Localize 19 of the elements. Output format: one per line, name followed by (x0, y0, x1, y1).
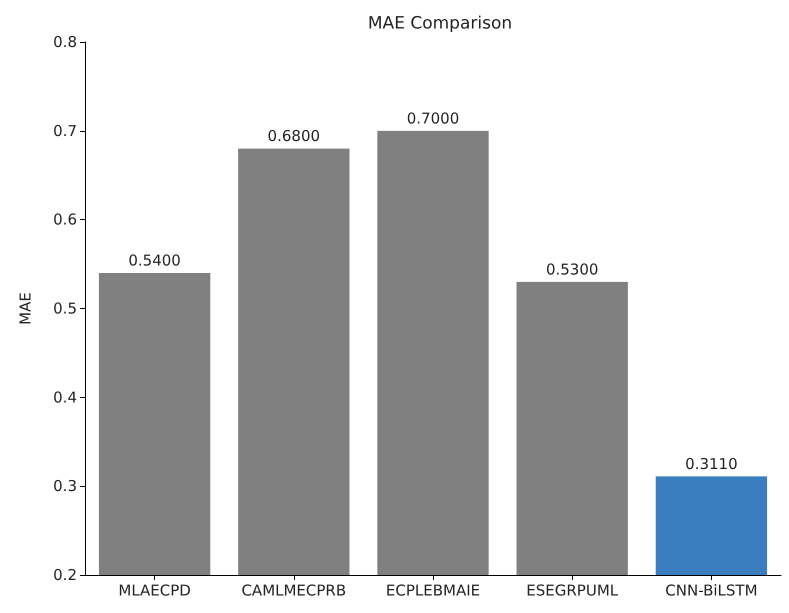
x-tick-label: MLAECPD (118, 582, 191, 600)
x-tick-label: CAMLMECPRB (241, 582, 346, 600)
x-tick-label: CNN-BiLSTM (665, 582, 758, 600)
y-tick-label: 0.8 (53, 33, 77, 51)
data-label: 0.6800 (268, 127, 320, 146)
y-tick-label: 0.7 (53, 122, 77, 140)
y-tick-label: 0.6 (53, 210, 77, 229)
y-tick-label: 0.5 (53, 300, 77, 318)
y-tick-label: 0.3 (53, 477, 77, 496)
data-label: 0.3110 (685, 454, 738, 473)
data-label: 0.5300 (546, 260, 598, 278)
y-axis-title: MAE (16, 292, 34, 325)
data-label: 0.5400 (128, 251, 181, 270)
x-tick-label: ESEGRPUML (526, 582, 619, 600)
y-tick-label: 0.4 (53, 388, 77, 406)
data-label: 0.7000 (406, 109, 460, 128)
chart-title: MAE Comparison (368, 14, 512, 34)
x-tick-label: ECPLEBMAIE (386, 582, 480, 600)
y-tick-label: 0.2 (53, 566, 77, 584)
